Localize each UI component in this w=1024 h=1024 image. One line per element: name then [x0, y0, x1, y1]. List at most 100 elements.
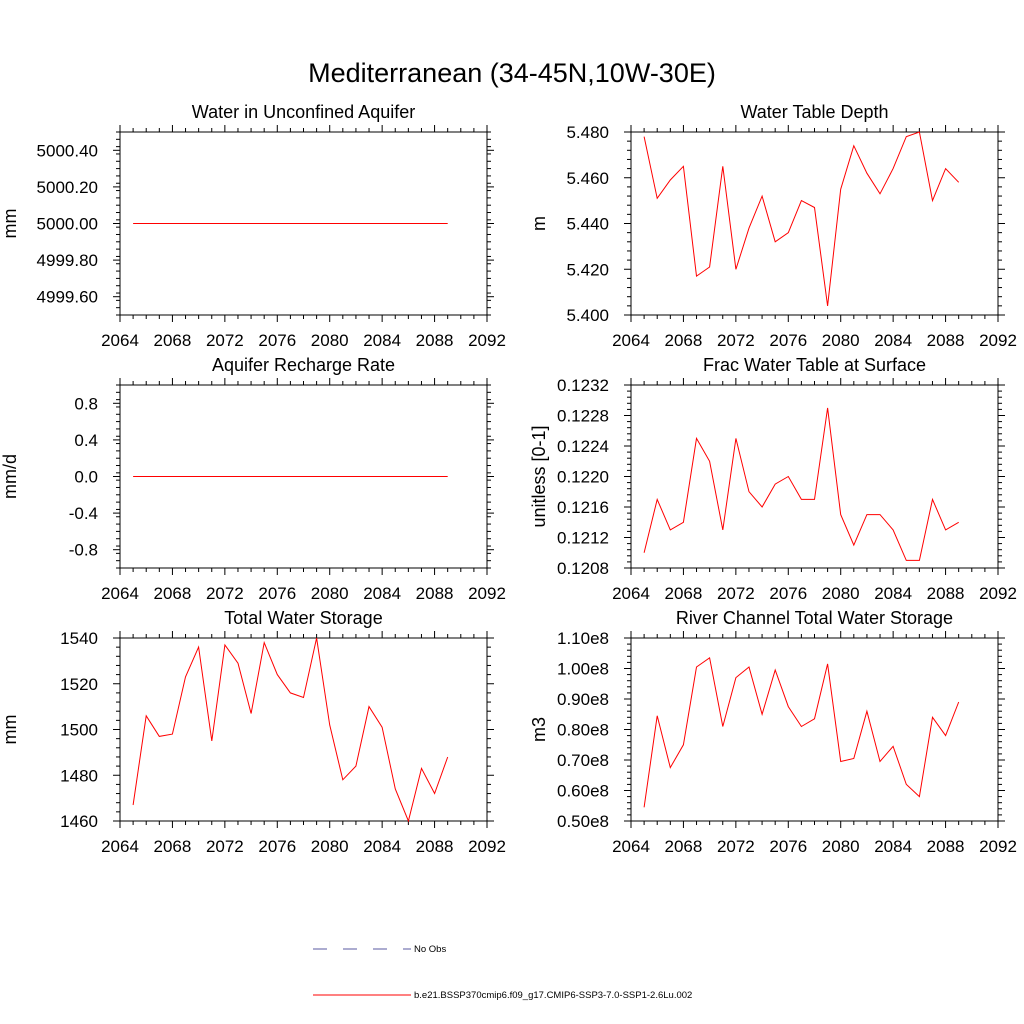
- y-axis-label: m3: [529, 717, 549, 742]
- x-tick-label: 2068: [665, 331, 703, 350]
- plot-frame: [630, 131, 999, 316]
- x-tick-label: 2092: [468, 331, 506, 350]
- panel-title: Water Table Depth: [740, 102, 888, 122]
- y-tick-label: 4999.60: [37, 288, 98, 307]
- y-tick-label: 1480: [60, 766, 98, 785]
- legend: No Obs b.e21.BSSP370cmip6.f09_g17.CMIP6-…: [313, 944, 692, 1001]
- x-tick-label: 2068: [665, 584, 703, 603]
- x-tick-label: 2068: [665, 837, 703, 856]
- panel-title: Aquifer Recharge Rate: [212, 355, 395, 375]
- x-tick-label: 2068: [154, 837, 192, 856]
- x-tick-label: 2092: [468, 837, 506, 856]
- panel-aquifer-recharge-rate: Aquifer Recharge Rate mm/d 2064 2068 2072 2…: [0, 355, 506, 603]
- x-tick-label: 2084: [363, 331, 401, 350]
- y-tick-label: 5.480: [566, 123, 609, 142]
- panel-water-in-unconfined-aquifer: Water in Unconfined Aquifer mm 2064 2068 2…: [0, 102, 506, 350]
- y-axis-label: mm/d: [0, 454, 20, 499]
- y-axis-label: mm: [0, 209, 20, 239]
- y-tick-label: 1460: [60, 812, 98, 831]
- legend-label-model-run: b.e21.BSSP370cmip6.f09_g17.CMIP6-SSP3-7.…: [414, 990, 692, 1001]
- x-tick-label: 2084: [874, 837, 912, 856]
- y-axis-label: mm: [0, 715, 20, 745]
- figure-title: Mediterranean (34-45N,10W-30E): [308, 58, 716, 88]
- x-tick-label: 2068: [154, 584, 192, 603]
- x-tick-label: 2072: [717, 837, 755, 856]
- x-tick-label: 2064: [612, 837, 650, 856]
- x-tick-label: 2064: [612, 584, 650, 603]
- x-tick-label: 2064: [612, 331, 650, 350]
- y-axis-label: unitless [0-1]: [529, 425, 549, 527]
- panel-frac-water-table-at-surface: Frac Water Table at Surface unitless [0-…: [529, 355, 1017, 603]
- x-tick-label: 2076: [258, 837, 296, 856]
- panel-river-channel-total-water-storage: River Channel Total Water Storage m3 206…: [529, 608, 1017, 856]
- y-tick-label: 0.1224: [557, 437, 609, 456]
- y-tick-label: 0.1228: [557, 407, 609, 426]
- x-tick-label: 2088: [416, 837, 454, 856]
- x-tick-label: 2080: [822, 584, 860, 603]
- y-tick-label: 5.460: [566, 169, 609, 188]
- panel-total-water-storage: Total Water Storage mm 2064 2068 2072 2076 2…: [0, 608, 506, 856]
- y-tick-label: 0.1232: [557, 376, 609, 395]
- x-tick-label: 2072: [717, 331, 755, 350]
- y-tick-label: 1.00e8: [557, 660, 609, 679]
- x-tick-label: 2072: [206, 837, 244, 856]
- panel-title: River Channel Total Water Storage: [676, 608, 953, 628]
- y-tick-label: 0.1220: [557, 468, 609, 487]
- x-tick-label: 2088: [927, 584, 965, 603]
- y-tick-label: 0.60e8: [557, 782, 609, 801]
- x-tick-label: 2092: [979, 837, 1017, 856]
- y-tick-label: 4999.80: [37, 251, 98, 270]
- y-tick-label: 1520: [60, 675, 98, 694]
- y-tick-label: 0.70e8: [557, 751, 609, 770]
- panel-title: Total Water Storage: [224, 608, 382, 628]
- x-tick-label: 2076: [769, 584, 807, 603]
- series-line: [643, 131, 960, 306]
- y-tick-label: 0.50e8: [557, 812, 609, 831]
- series-line: [643, 656, 960, 808]
- series-line: [132, 637, 449, 823]
- x-tick-label: 2092: [979, 584, 1017, 603]
- y-axis-label: m: [529, 216, 549, 231]
- x-tick-label: 2080: [822, 837, 860, 856]
- y-tick-label: -0.8: [69, 541, 98, 560]
- x-tick-label: 2076: [258, 584, 296, 603]
- x-tick-label: 2076: [258, 331, 296, 350]
- x-tick-label: 2064: [101, 331, 139, 350]
- x-tick-label: 2092: [979, 331, 1017, 350]
- x-tick-label: 2088: [416, 331, 454, 350]
- y-tick-label: 5.440: [566, 215, 609, 234]
- x-tick-label: 2084: [363, 837, 401, 856]
- x-tick-label: 2084: [874, 584, 912, 603]
- legend-label-no-obs: No Obs: [414, 944, 446, 955]
- x-tick-label: 2088: [416, 584, 454, 603]
- panel-water-table-depth: Water Table Depth m 2064 2068 2072 2076 2080…: [529, 102, 1017, 350]
- x-tick-label: 2080: [311, 837, 349, 856]
- x-tick-label: 2076: [769, 331, 807, 350]
- x-tick-label: 2072: [206, 331, 244, 350]
- plot-frame: [119, 637, 488, 822]
- y-tick-label: 1540: [60, 629, 98, 648]
- y-tick-label: 5000.00: [37, 215, 98, 234]
- x-tick-label: 2068: [154, 331, 192, 350]
- y-tick-label: 5000.20: [37, 178, 98, 197]
- y-tick-label: 0.90e8: [557, 690, 609, 709]
- y-tick-label: 0.1212: [557, 529, 609, 548]
- x-tick-label: 2080: [311, 584, 349, 603]
- y-tick-label: 0.1208: [557, 559, 609, 578]
- y-tick-label: 1500: [60, 721, 98, 740]
- plot-frame: [630, 384, 999, 569]
- y-tick-label: 0.8: [74, 394, 98, 413]
- y-tick-label: 5.420: [566, 260, 609, 279]
- y-tick-label: -0.4: [69, 504, 98, 523]
- y-tick-label: 5000.40: [37, 141, 98, 160]
- x-tick-label: 2072: [206, 584, 244, 603]
- x-tick-label: 2072: [717, 584, 755, 603]
- x-tick-label: 2084: [363, 584, 401, 603]
- series-line: [643, 407, 959, 561]
- x-tick-label: 2076: [769, 837, 807, 856]
- panel-title: Water in Unconfined Aquifer: [192, 102, 415, 122]
- x-tick-label: 2092: [468, 584, 506, 603]
- y-tick-label: 5.400: [566, 306, 609, 325]
- y-tick-label: 1.10e8: [557, 629, 609, 648]
